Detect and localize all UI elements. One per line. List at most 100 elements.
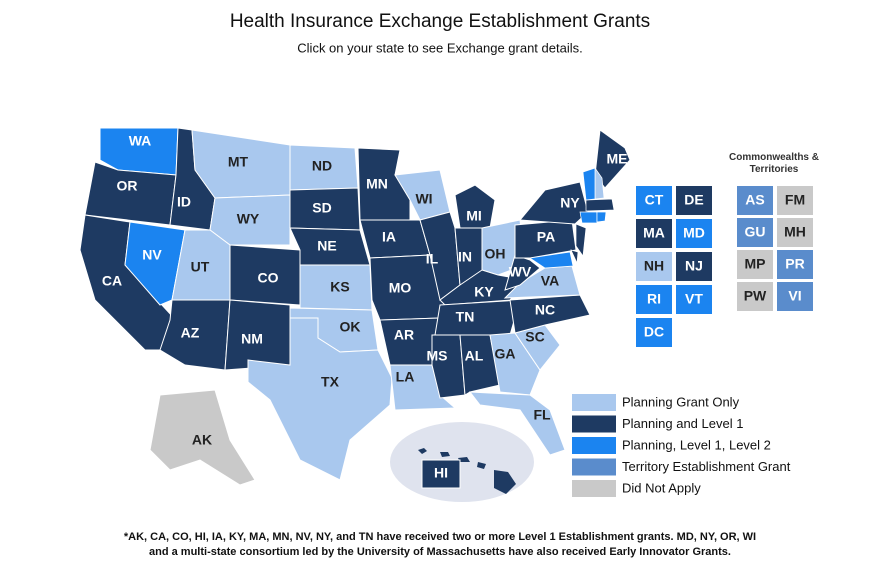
state-label: ID [177, 194, 191, 210]
state[interactable] [468, 391, 566, 456]
state-tile[interactable] [676, 252, 712, 281]
state-label: SD [312, 200, 331, 216]
territory-tile[interactable] [777, 218, 813, 247]
state-label: VA [541, 273, 559, 289]
state[interactable] [570, 249, 579, 265]
state-tile-label: CT [645, 192, 664, 208]
state-tile[interactable] [636, 186, 672, 215]
state-label: MI [466, 208, 482, 224]
legend-swatch [572, 415, 616, 433]
territory-label: MP [745, 256, 766, 272]
state[interactable] [454, 184, 496, 229]
territory-tile[interactable] [777, 282, 813, 311]
state-tile-label: DE [684, 192, 703, 208]
state-label: OH [485, 246, 506, 262]
state[interactable] [209, 194, 291, 246]
legend-label: Did Not Apply [622, 480, 701, 495]
state-label: IL [426, 251, 439, 267]
state[interactable] [579, 211, 598, 224]
state-label: AL [465, 348, 484, 364]
legend-label: Planning Grant Only [622, 394, 740, 409]
state[interactable] [434, 299, 521, 336]
legend-swatch [572, 480, 616, 497]
subtitle: Click on your state to see Exchange gran… [297, 40, 582, 55]
state[interactable] [421, 459, 461, 489]
legend-label: Planning, Level 1, Level 2 [622, 437, 771, 452]
state[interactable] [582, 167, 596, 201]
state-label: KY [474, 284, 494, 300]
state-label: WA [129, 133, 152, 149]
state-label: NV [142, 247, 162, 263]
legend-label: Territory Establishment Grant [622, 459, 791, 474]
state-tile-label: NH [644, 258, 664, 274]
state-tile[interactable] [636, 318, 672, 347]
footnote: and a multi-state consortium led by the … [149, 546, 731, 558]
state-tile-label: MD [683, 225, 705, 241]
state[interactable] [431, 334, 466, 399]
state-label: FL [533, 407, 551, 423]
legend-swatch [572, 437, 616, 454]
state[interactable] [504, 254, 541, 291]
state-label: KS [330, 279, 349, 295]
legend-swatch [572, 458, 616, 476]
territory-tile[interactable] [777, 186, 813, 215]
territory-label: FM [785, 192, 805, 208]
state[interactable] [459, 334, 501, 396]
state[interactable] [594, 129, 631, 189]
state-tile-label: VT [685, 291, 703, 307]
state-tile[interactable] [676, 186, 712, 215]
state-label: LA [396, 369, 415, 385]
state-tile-label: DC [644, 324, 664, 340]
territory-tile[interactable] [777, 250, 813, 279]
state-tile[interactable] [636, 285, 672, 314]
state-tile[interactable] [676, 285, 712, 314]
state[interactable] [518, 181, 589, 225]
state[interactable] [575, 223, 587, 257]
state-tile-label: MA [643, 225, 665, 241]
state-label: OK [340, 319, 361, 335]
state[interactable] [596, 211, 607, 223]
state-tile[interactable] [636, 219, 672, 248]
territory-label: PR [785, 256, 804, 272]
territory-tile[interactable] [737, 282, 773, 311]
state-label: GA [495, 346, 516, 362]
state[interactable] [389, 364, 457, 411]
state-label: NY [560, 195, 580, 211]
state-label: AZ [181, 325, 200, 341]
state[interactable] [124, 221, 186, 306]
territory-tile[interactable] [737, 218, 773, 247]
state-label: CO [258, 270, 279, 286]
state-label: NC [535, 302, 555, 318]
state-label: CA [102, 273, 122, 289]
state-label: AK [192, 432, 212, 448]
state-tile-label: RI [647, 291, 661, 307]
legend-swatch [572, 394, 616, 411]
state[interactable] [489, 332, 541, 396]
state-label: NE [317, 238, 336, 254]
legend-label: Planning and Level 1 [622, 416, 743, 431]
state-label: TX [321, 374, 340, 390]
state-label: MO [389, 280, 412, 296]
state[interactable] [585, 198, 615, 212]
state-label: MT [228, 154, 249, 170]
state-tile[interactable] [676, 219, 712, 248]
state-label: SC [525, 329, 544, 345]
state-label: WI [415, 191, 432, 207]
state[interactable] [529, 251, 574, 269]
state-tile[interactable] [636, 252, 672, 281]
state[interactable] [149, 389, 256, 486]
territory-tile[interactable] [737, 250, 773, 279]
state-label: MN [366, 176, 388, 192]
state-label: IA [382, 229, 396, 245]
footnote: *AK, CA, CO, HI, IA, KY, MA, MN, NV, NY,… [124, 531, 756, 543]
territories-title: Commonwealths & Territories [728, 152, 819, 175]
state-label: IN [458, 249, 472, 265]
state-label: TN [456, 309, 475, 325]
title: Health Insurance Exchange Establishment … [230, 11, 650, 32]
territory-tile[interactable] [737, 186, 773, 215]
territory-label: VI [788, 288, 801, 304]
territory-label: PW [744, 288, 767, 304]
state-label: WY [237, 211, 260, 227]
